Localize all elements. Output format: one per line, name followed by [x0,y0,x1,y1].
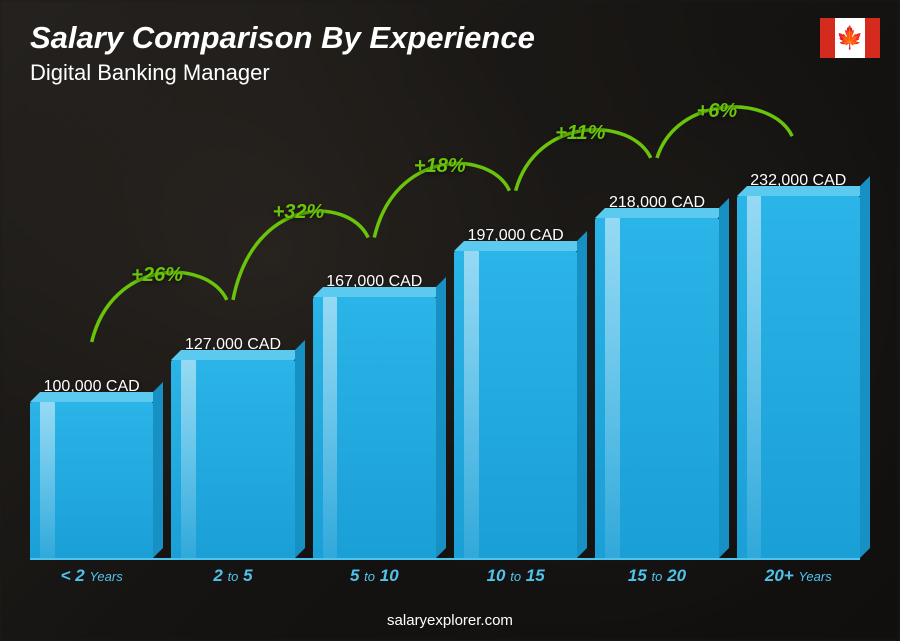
header: Salary Comparison By Experience Digital … [30,20,870,86]
chart-area: 100,000 CAD127,000 CAD167,000 CAD197,000… [30,106,860,586]
x-axis-label: < 2 Years [30,566,153,586]
growth-arc-label: +26% [131,264,183,287]
growth-arc-label: +11% [555,122,605,145]
bar [30,402,153,558]
bar-shine [181,360,196,558]
x-axis-label: 5 to 10 [313,566,436,586]
bar [313,297,436,558]
growth-arc-label: +6% [697,100,738,123]
footer-credit: salaryexplorer.com [0,612,900,629]
bar [737,196,860,558]
bar [454,251,577,558]
bar-shine [605,218,620,558]
x-axis-label: 20+ Years [737,566,860,586]
x-axis-label: 2 to 5 [171,566,294,586]
bar-shine [323,297,338,558]
bar-col: 197,000 CAD [454,138,577,558]
bar-shine [40,402,55,558]
bar-shine [747,196,762,558]
bar [171,360,294,558]
infographic-container: Salary Comparison By Experience Digital … [0,0,900,641]
bar-col: 167,000 CAD [313,138,436,558]
x-axis-label: 15 to 20 [595,566,718,586]
bar-col: 232,000 CAD [737,138,860,558]
bars-row: 100,000 CAD127,000 CAD167,000 CAD197,000… [30,138,860,558]
bar [595,218,718,558]
page-title: Salary Comparison By Experience [30,20,870,56]
growth-arc-label: +32% [273,201,325,224]
x-axis: < 2 Years 2 to 5 5 to 10 10 to 15 15 to 20 20… [30,558,860,586]
x-axis-label: 10 to 15 [454,566,577,586]
bar-shine [464,251,479,558]
bar-col: 100,000 CAD [30,138,153,558]
growth-arc-label: +18% [414,155,466,178]
page-subtitle: Digital Banking Manager [30,60,870,86]
bar-col: 218,000 CAD [595,138,718,558]
